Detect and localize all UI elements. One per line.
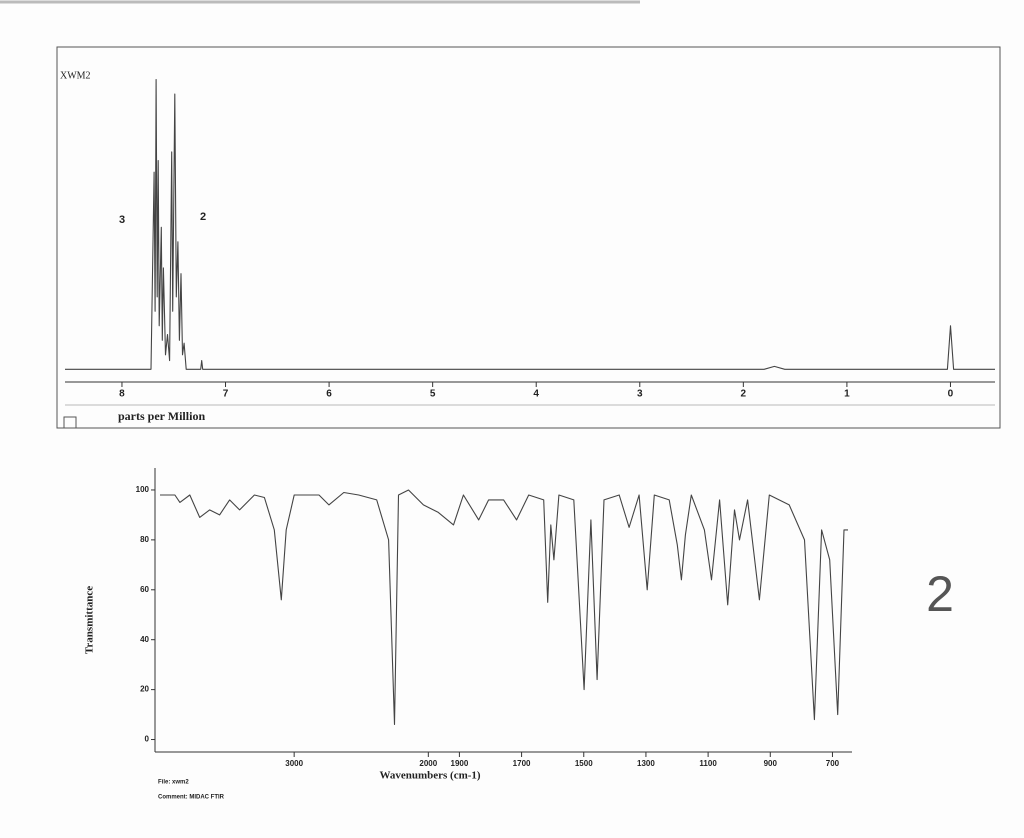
x-tick-label: 900: [764, 759, 778, 768]
x-tick-label: 6: [326, 389, 332, 400]
x-tick-label: 8: [119, 389, 125, 400]
x-tick-label: 1300: [637, 759, 655, 768]
y-tick-label: 20: [140, 685, 149, 694]
nmr-x-label: parts per Million: [118, 409, 205, 423]
x-tick-label: 0: [948, 389, 954, 400]
annotation: 2: [200, 211, 206, 223]
x-tick-label: 700: [826, 759, 840, 768]
ir-file: File: xwm2: [158, 780, 189, 786]
nmr-frame: [56, 46, 1001, 429]
nmr-title: XWM2: [60, 70, 91, 81]
x-tick-label: 1: [844, 389, 850, 400]
x-tick-label: 2000: [419, 759, 437, 768]
ir-y-label: Transmittance: [84, 586, 96, 654]
ir-comment: Comment: MIDAC FTIR: [158, 795, 225, 801]
y-tick-label: 0: [145, 735, 150, 744]
spectrum-line: [65, 78, 995, 370]
y-tick-label: 40: [140, 635, 149, 644]
spectrum-line: [160, 489, 848, 726]
x-tick-label: 4: [533, 389, 539, 400]
x-tick-label: 1100: [699, 759, 717, 768]
y-tick-label: 100: [136, 485, 150, 494]
x-tick-label: 1700: [513, 759, 531, 768]
x-tick-label: 3: [637, 389, 643, 400]
annotation: 3: [119, 214, 125, 226]
x-tick-label: 1500: [575, 759, 593, 768]
y-tick-label: 60: [140, 585, 149, 594]
ir-x-label: Wavenumbers (cm-1): [379, 770, 480, 782]
x-tick-label: 5: [430, 389, 436, 400]
y-tick-label: 80: [140, 535, 149, 544]
x-tick-label: 1900: [451, 759, 469, 768]
x-tick-label: 2: [741, 389, 747, 400]
corner-box: [63, 416, 77, 429]
x-tick-label: 3000: [285, 759, 303, 768]
x-tick-label: 7: [223, 389, 229, 400]
page-label: 2: [926, 566, 954, 622]
